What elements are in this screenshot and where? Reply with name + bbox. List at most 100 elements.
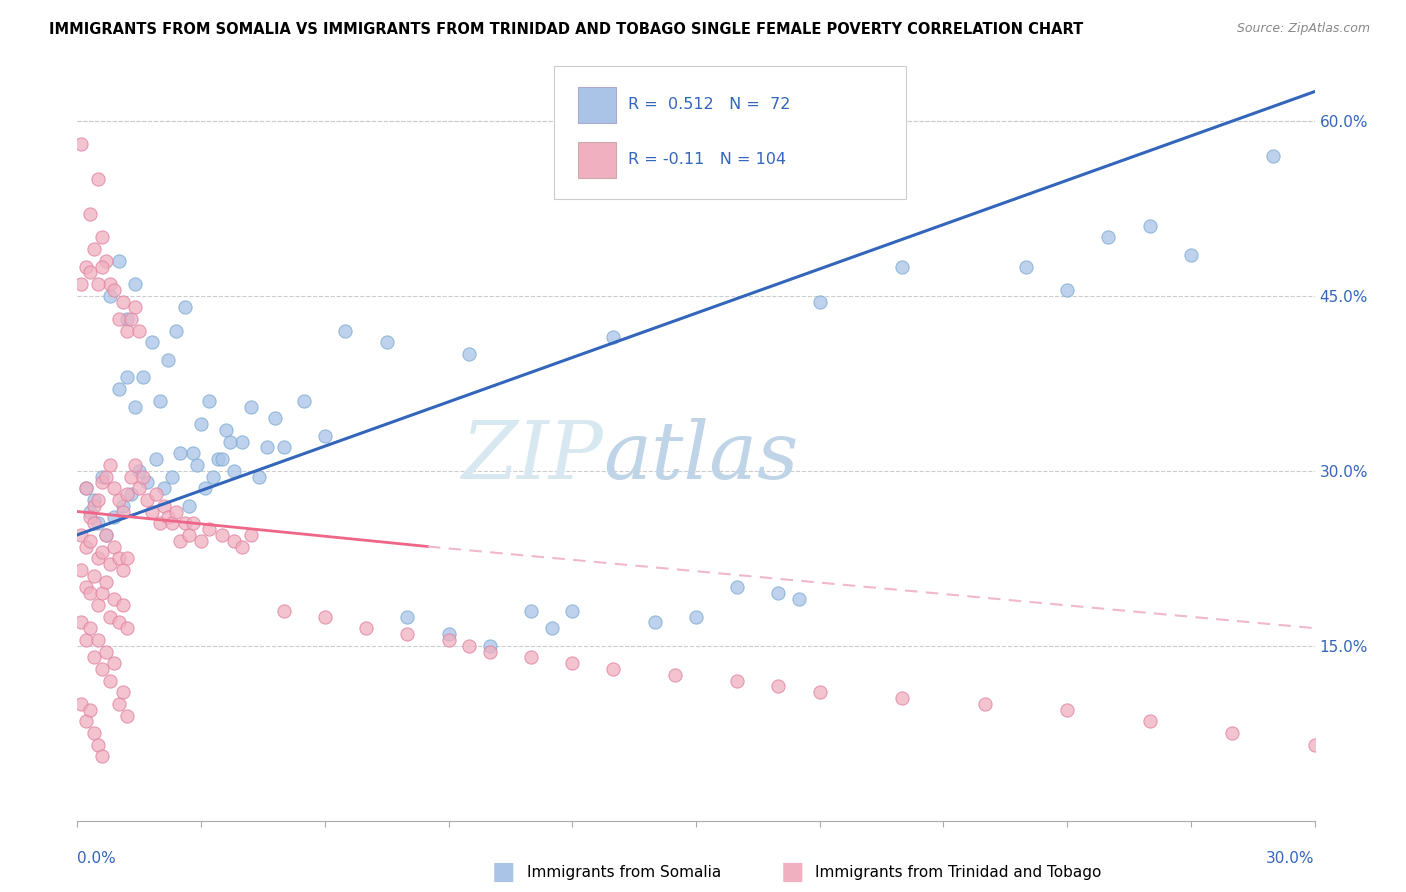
Point	[186, 458, 208, 472]
Point	[314, 428, 336, 442]
Point	[98, 557, 121, 571]
Point	[111, 294, 134, 309]
Point	[87, 632, 110, 647]
Point	[768, 586, 790, 600]
Point	[128, 324, 150, 338]
Text: 30.0%: 30.0%	[1267, 851, 1315, 866]
Point	[75, 260, 97, 274]
Point	[157, 352, 180, 367]
Point	[219, 434, 242, 449]
Point	[91, 749, 114, 764]
Point	[103, 510, 125, 524]
Point	[177, 528, 200, 542]
Point	[70, 615, 93, 630]
Point	[111, 563, 134, 577]
Bar	[578, 87, 616, 123]
Point	[79, 586, 101, 600]
Point	[91, 662, 114, 676]
Point	[91, 230, 114, 244]
Point	[1220, 726, 1243, 740]
Text: atlas: atlas	[603, 418, 799, 495]
Point	[107, 697, 129, 711]
Point	[141, 335, 163, 350]
Point	[79, 504, 101, 518]
Point	[98, 289, 121, 303]
Point	[725, 580, 748, 594]
Point	[181, 446, 204, 460]
Point	[111, 598, 134, 612]
Point	[169, 533, 191, 548]
Point	[87, 598, 110, 612]
Point	[561, 604, 583, 618]
Point	[181, 516, 204, 531]
Point	[1056, 703, 1078, 717]
Text: IMMIGRANTS FROM SOMALIA VS IMMIGRANTS FROM TRINIDAD AND TOBAGO SINGLE FEMALE POV: IMMIGRANTS FROM SOMALIA VS IMMIGRANTS FR…	[49, 22, 1084, 37]
Point	[128, 464, 150, 478]
Point	[124, 400, 146, 414]
Point	[120, 312, 142, 326]
Point	[115, 621, 138, 635]
Point	[124, 301, 146, 315]
Point	[115, 324, 138, 338]
Point	[1097, 230, 1119, 244]
Point	[354, 621, 377, 635]
Point	[75, 481, 97, 495]
Point	[190, 417, 212, 431]
Point	[437, 627, 460, 641]
Point	[91, 469, 114, 483]
Point	[98, 673, 121, 688]
Point	[103, 283, 125, 297]
Point	[1303, 738, 1326, 752]
Point	[107, 382, 129, 396]
Point	[115, 487, 138, 501]
Text: 0.0%: 0.0%	[77, 851, 117, 866]
Point	[1056, 283, 1078, 297]
Point	[87, 277, 110, 291]
Text: Immigrants from Somalia: Immigrants from Somalia	[527, 865, 721, 880]
Point	[540, 621, 562, 635]
Point	[107, 312, 129, 326]
Point	[141, 504, 163, 518]
Point	[115, 312, 138, 326]
Point	[602, 662, 624, 676]
Point	[87, 492, 110, 507]
Point	[75, 714, 97, 729]
Point	[153, 481, 176, 495]
Point	[91, 475, 114, 490]
Point	[87, 551, 110, 566]
Point	[973, 697, 995, 711]
Point	[79, 510, 101, 524]
Point	[292, 393, 315, 408]
Point	[98, 458, 121, 472]
Point	[808, 294, 831, 309]
Point	[111, 499, 134, 513]
Point	[231, 540, 253, 554]
Point	[561, 656, 583, 670]
Point	[136, 475, 159, 490]
Point	[160, 469, 183, 483]
Point	[437, 632, 460, 647]
Point	[808, 685, 831, 699]
Point	[87, 738, 110, 752]
Point	[891, 260, 914, 274]
Text: ZIP: ZIP	[461, 418, 603, 495]
Point	[165, 324, 187, 338]
Point	[75, 540, 97, 554]
Point	[239, 400, 262, 414]
Point	[103, 481, 125, 495]
Point	[136, 492, 159, 507]
Point	[111, 685, 134, 699]
Point	[1139, 219, 1161, 233]
Point	[91, 586, 114, 600]
Point	[98, 609, 121, 624]
Point	[124, 458, 146, 472]
Point	[1263, 149, 1285, 163]
Point	[169, 446, 191, 460]
Point	[107, 615, 129, 630]
Point	[103, 540, 125, 554]
Point	[1139, 714, 1161, 729]
Point	[165, 504, 187, 518]
Point	[725, 673, 748, 688]
Point	[247, 469, 270, 483]
Point	[222, 533, 245, 548]
